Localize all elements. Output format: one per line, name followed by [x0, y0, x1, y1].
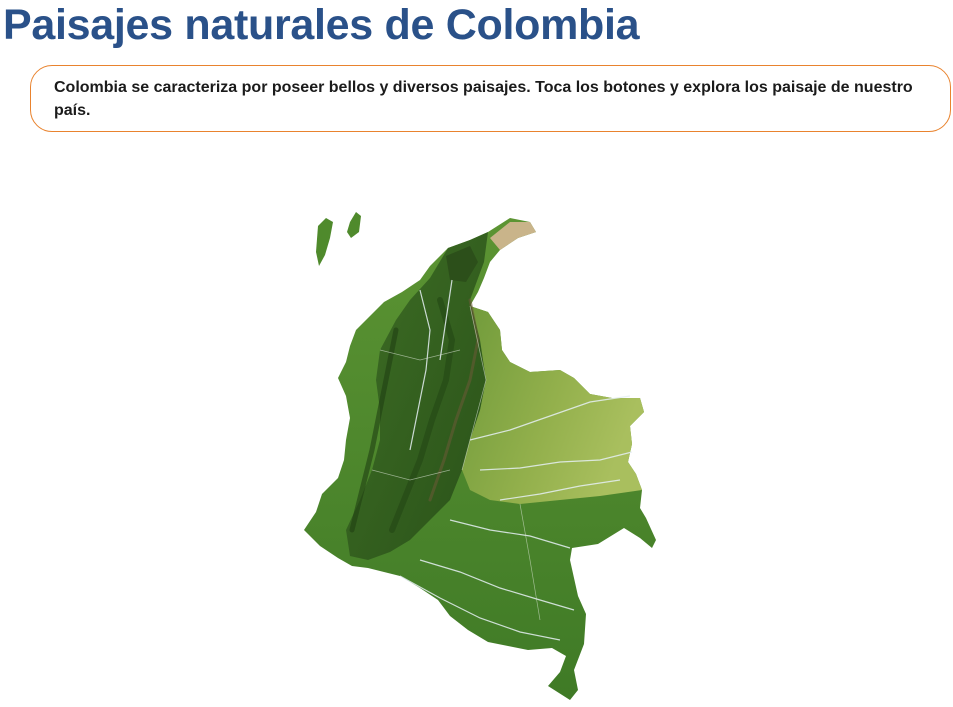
region-sierra-nevada [446, 246, 478, 282]
ridge-central [389, 297, 456, 533]
island-san-andres [316, 218, 333, 266]
intro-box: Colombia se caracteriza por poseer bello… [30, 65, 951, 132]
borders [371, 305, 541, 621]
ridge-eastern [428, 298, 480, 502]
region-andes [346, 232, 488, 560]
page-title: Paisajes naturales de Colombia [3, 1, 640, 49]
colombia-map [296, 206, 666, 706]
ridge-western [349, 327, 399, 533]
island-providencia [347, 212, 361, 238]
region-llanos [462, 306, 644, 504]
region-guajira [490, 222, 536, 250]
rivers [399, 279, 633, 641]
intro-text: Colombia se caracteriza por poseer bello… [54, 79, 913, 119]
